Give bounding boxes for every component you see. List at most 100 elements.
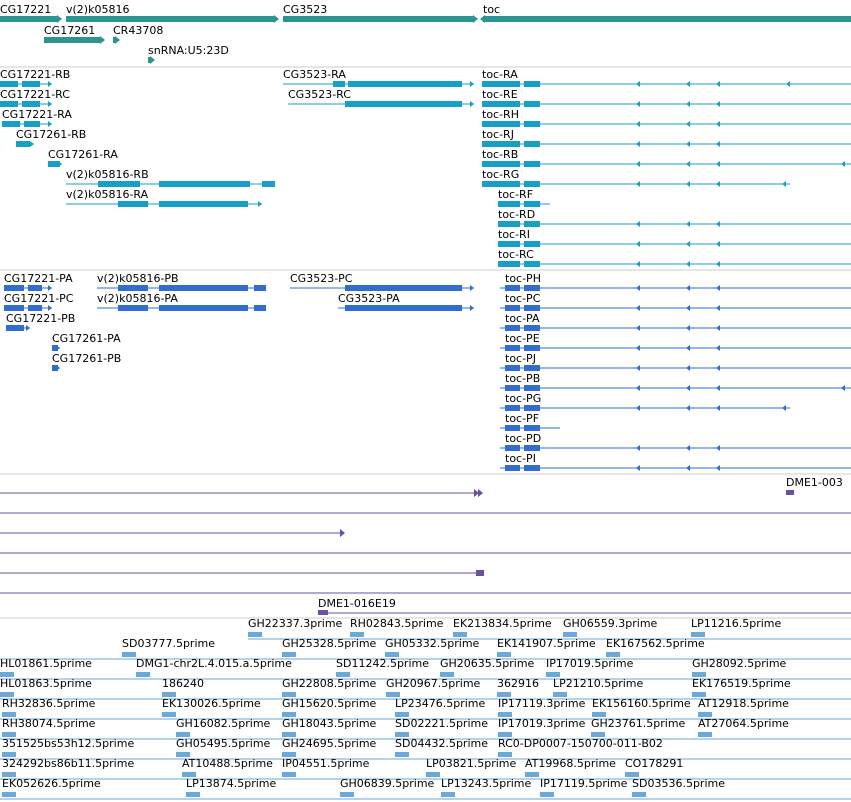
est-label[interactable]: RC0-DP0007-150700-011-B02	[498, 737, 663, 750]
est-label[interactable]: RH38074.5prime	[2, 717, 96, 730]
clone-label[interactable]: DME1-016E19	[318, 597, 396, 610]
gene-label[interactable]: CG17261	[44, 24, 95, 37]
est-label[interactable]: GH28092.5prime	[692, 657, 787, 670]
gene-label[interactable]: v(2)k05816	[66, 3, 129, 16]
est-label[interactable]: EK176519.5prime	[692, 677, 791, 690]
est-label[interactable]: GH06839.5prime	[340, 777, 435, 790]
clone-label[interactable]: DME1-003	[786, 476, 843, 489]
est-label[interactable]: IP17119.3prime	[498, 697, 586, 710]
est-label[interactable]: SD02221.5prime	[395, 717, 488, 730]
protein-label[interactable]: v(2)k05816-PB	[97, 272, 179, 285]
transcript-label[interactable]: toc-RH	[482, 108, 519, 121]
est-label[interactable]: GH15620.5prime	[282, 697, 377, 710]
est-label[interactable]: SD11242.5prime	[336, 657, 429, 670]
transcript-label[interactable]: toc-RB	[482, 148, 518, 161]
transcript-label[interactable]: CG17261-RA	[48, 148, 118, 161]
est-label[interactable]: GH05495.5prime	[176, 737, 271, 750]
est-label[interactable]: 362916	[497, 677, 539, 690]
transcript-label[interactable]: CG17221-RA	[2, 108, 72, 121]
est-label[interactable]: IP04551.5prime	[282, 757, 370, 770]
protein-label[interactable]: CG17261-PA	[52, 332, 121, 345]
est-label[interactable]: GH20967.5prime	[386, 677, 481, 690]
est-label[interactable]: AT19968.5prime	[525, 757, 616, 770]
protein-label[interactable]: toc-PA	[505, 312, 540, 325]
est-label[interactable]: GH16082.5prime	[176, 717, 271, 730]
transcript-label[interactable]: toc-RG	[482, 168, 519, 181]
protein-label[interactable]: toc-PB	[505, 372, 540, 385]
est-label[interactable]: EK141907.5prime	[497, 637, 596, 650]
transcript-label[interactable]: CG17261-RB	[16, 128, 86, 141]
est-label[interactable]: LP23476.5prime	[395, 697, 486, 710]
est-label[interactable]: 186240	[162, 677, 204, 690]
transcript-label[interactable]: toc-RE	[482, 88, 518, 101]
est-label[interactable]: GH23761.5prime	[591, 717, 686, 730]
est-label[interactable]: SD03536.5prime	[632, 777, 725, 790]
transcript-label[interactable]: CG3523-RA	[283, 68, 346, 81]
protein-label[interactable]: toc-PJ	[505, 352, 536, 365]
transcript-label[interactable]: toc-RI	[498, 228, 530, 241]
protein-label[interactable]: toc-PE	[505, 332, 540, 345]
transcript-label[interactable]: toc-RD	[498, 208, 535, 221]
transcript-label[interactable]: v(2)k05816-RB	[66, 168, 149, 181]
est-label[interactable]: GH24695.5prime	[282, 737, 377, 750]
protein-label[interactable]: toc-PF	[505, 412, 539, 425]
protein-label[interactable]: CG17221-PB	[6, 312, 75, 325]
est-label[interactable]: GH18043.5prime	[282, 717, 377, 730]
est-label[interactable]: HL01863.5prime	[0, 677, 92, 690]
protein-label[interactable]: CG3523-PA	[338, 292, 400, 305]
est-label[interactable]: IP17019.3prime	[498, 717, 586, 730]
est-label[interactable]: HL01861.5prime	[0, 657, 92, 670]
est-label[interactable]: GH05332.5prime	[385, 637, 480, 650]
est-label[interactable]: LP03821.5prime	[426, 757, 517, 770]
est-label[interactable]: SD04432.5prime	[395, 737, 488, 750]
est-label[interactable]: EK130026.5prime	[162, 697, 261, 710]
gene-label[interactable]: CG3523	[283, 3, 327, 16]
est-label[interactable]: CO178291	[625, 757, 683, 770]
est-label[interactable]: LP13243.5prime	[441, 777, 532, 790]
transcript-label[interactable]: v(2)k05816-RA	[66, 188, 149, 201]
gene-label[interactable]: toc	[483, 3, 500, 16]
protein-label[interactable]: CG17221-PA	[4, 272, 73, 285]
est-label[interactable]: IP17019.5prime	[546, 657, 634, 670]
protein-label[interactable]: toc-PI	[505, 452, 536, 465]
est-label[interactable]: GH25328.5prime	[282, 637, 377, 650]
transcript-label[interactable]: CG3523-RC	[288, 88, 351, 101]
protein-label[interactable]: toc-PD	[505, 432, 541, 445]
protein-label[interactable]: toc-PH	[505, 272, 541, 285]
gene-label[interactable]: snRNA:U5:23D	[148, 44, 229, 57]
est-label[interactable]: SD03777.5prime	[122, 637, 215, 650]
protein-label[interactable]: CG17221-PC	[4, 292, 74, 305]
est-label[interactable]: LP13874.5prime	[186, 777, 277, 790]
est-label[interactable]: LP11216.5prime	[691, 617, 782, 630]
est-label[interactable]: LP21210.5prime	[553, 677, 644, 690]
protein-label[interactable]: CG3523-PC	[290, 272, 353, 285]
transcript-label[interactable]: toc-RJ	[482, 128, 514, 141]
est-label[interactable]: EK156160.5prime	[592, 697, 691, 710]
est-label[interactable]: AT12918.5prime	[698, 697, 789, 710]
est-label[interactable]: DMG1-chr2L.4.015.a.5prime	[136, 657, 292, 670]
protein-label[interactable]: CG17261-PB	[52, 352, 121, 365]
est-label[interactable]: AT10488.5prime	[182, 757, 273, 770]
transcript-label[interactable]: toc-RA	[482, 68, 518, 81]
protein-label[interactable]: v(2)k05816-PA	[97, 292, 178, 305]
est-label[interactable]: GH22808.5prime	[282, 677, 377, 690]
est-label[interactable]: IP17119.5prime	[540, 777, 628, 790]
est-label[interactable]: EK213834.5prime	[453, 617, 552, 630]
est-label[interactable]: AT27064.5prime	[698, 717, 789, 730]
transcript-label[interactable]: toc-RC	[498, 248, 534, 261]
transcript-label[interactable]: toc-RF	[498, 188, 533, 201]
transcript-label[interactable]: CG17221-RC	[0, 88, 70, 101]
est-label[interactable]: 351525bs53h12.5prime	[2, 737, 134, 750]
est-label[interactable]: GH20635.5prime	[440, 657, 535, 670]
protein-label[interactable]: toc-PG	[505, 392, 541, 405]
est-label[interactable]: EK167562.5prime	[606, 637, 705, 650]
est-label[interactable]: GH06559.3prime	[563, 617, 658, 630]
protein-label[interactable]: toc-PC	[505, 292, 541, 305]
est-label[interactable]: 324292bs86b11.5prime	[2, 757, 134, 770]
est-label[interactable]: RH32836.5prime	[2, 697, 96, 710]
transcript-label[interactable]: CG17221-RB	[0, 68, 70, 81]
gene-label[interactable]: CR43708	[113, 24, 163, 37]
gene-label[interactable]: CG17221	[0, 3, 51, 16]
est-label[interactable]: EK052626.5prime	[2, 777, 101, 790]
est-label[interactable]: RH02843.5prime	[350, 617, 444, 630]
